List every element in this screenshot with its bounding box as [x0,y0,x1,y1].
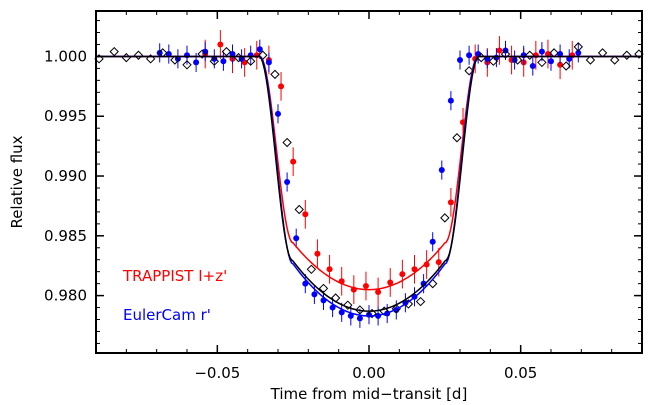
data-point-0 [290,158,297,165]
data-point-0 [217,41,224,48]
data-point-1 [529,63,536,70]
data-point-1 [548,58,554,65]
data-point-1 [338,309,345,316]
y-tick-label: 0.980 [44,287,87,305]
data-point-diamond [197,49,207,59]
y-tick-label: 0.995 [44,107,87,125]
y-axis-label: Relative flux [8,135,26,228]
data-point-diamond [573,42,584,52]
data-point-1 [438,167,445,174]
model-layer [96,55,642,317]
data-point-diamond [209,56,220,66]
data-point-1 [457,57,463,64]
data-point-diamond [306,264,317,275]
data-point-diamond [537,57,547,68]
data-point-1 [347,312,354,319]
x-tick-label: 0.00 [352,364,385,382]
data-point-0 [362,283,369,290]
data-point-0 [314,250,321,257]
data-point-1 [420,280,427,287]
data-point-diamond [170,55,180,65]
x-tick-label: −0.05 [194,364,240,382]
data-point-1 [193,59,200,66]
tick-layer: −0.05 0.00 0.05 0.980 0.985 0.990 0.995 1.000 [44,11,642,382]
data-point-1 [466,52,473,59]
data-point-diamond [367,308,377,319]
data-point-diamond [464,66,474,76]
data-point-1 [184,52,190,59]
data-point-diamond [488,56,499,66]
data-point-1 [311,291,318,298]
data-point-0 [375,289,382,296]
x-tick-label: 0.05 [504,364,537,382]
data-point-diamond [270,69,280,80]
data-point-diamond [221,46,232,57]
legend-eulercam: EulerCam r' [123,306,211,324]
data-point-1 [447,97,454,104]
data-point-1 [429,238,436,245]
data-point-1 [484,55,491,62]
data-point-0 [544,51,551,58]
data-point-1 [229,51,236,58]
data-point-1 [220,58,227,65]
x-axis-label: Time from mid−transit [d] [270,385,468,403]
data-point-1 [165,51,172,58]
data-point-diamond [415,296,426,307]
data-point-1 [329,304,336,311]
data-point-0 [496,47,503,54]
data-point-diamond [585,55,596,65]
data-point-diamond [182,60,192,70]
data-point-1 [265,59,272,66]
data-point-0 [423,261,430,268]
data-point-diamond [245,56,256,66]
data-point-diamond [440,213,450,223]
data-point-0 [302,211,309,218]
data-point-diamond [282,137,292,148]
data-point-diamond [622,50,632,60]
data-point-diamond [294,204,304,215]
data-point-1 [156,49,163,56]
data-point-1 [293,235,300,242]
data-point-diamond [500,49,511,59]
data-point-0 [399,271,406,278]
data-point-diamond [343,300,353,310]
data-point-0 [435,259,442,266]
data-point-1 [566,55,573,62]
data-point-0 [387,279,394,286]
legend-trappist: TRAPPIST I+z' [122,267,227,285]
data-point-0 [557,61,564,68]
data-point-diamond [561,61,571,71]
data-point-1 [511,57,518,64]
data-point-diamond [512,55,523,65]
data-point-diamond [145,54,156,64]
y-tick-label: 1.000 [44,47,87,65]
data-point-1 [275,110,281,117]
data-point-diamond [525,50,535,60]
data-point-diamond [133,50,144,60]
data-point-0 [326,266,333,273]
data-point-1 [256,46,263,53]
data-point-1 [211,55,218,62]
data-point-1 [284,179,291,185]
data-point-1 [202,48,209,55]
data-point-diamond [109,46,119,57]
data-point-0 [278,83,285,90]
y-tick-label: 0.990 [44,167,87,185]
y-tick-label: 0.985 [44,227,87,245]
data-point-diamond [355,305,365,315]
data-point-1 [575,49,582,56]
data-point-0 [447,199,454,206]
data-point-diamond [609,55,620,65]
model-curve [96,55,642,312]
data-point-1 [538,48,545,55]
data-point-1 [302,280,309,287]
data-point-1 [557,51,564,58]
data-point-diamond [403,299,414,309]
data-point-diamond [452,133,462,143]
data-point-1 [356,315,363,322]
